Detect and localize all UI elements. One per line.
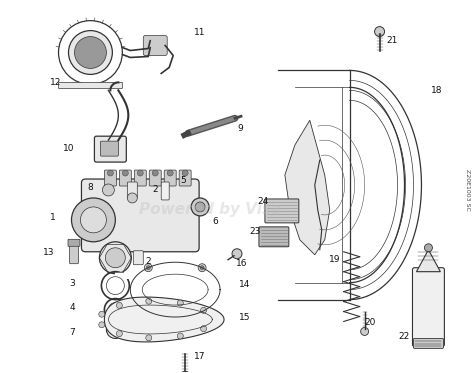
FancyBboxPatch shape — [164, 170, 176, 186]
Circle shape — [167, 170, 173, 176]
Circle shape — [102, 184, 114, 196]
Circle shape — [69, 31, 112, 75]
Text: Powered by Visa: Powered by Visa — [139, 203, 281, 217]
Circle shape — [177, 333, 183, 339]
Circle shape — [201, 326, 207, 332]
FancyBboxPatch shape — [94, 136, 127, 162]
Text: 20: 20 — [364, 318, 375, 327]
FancyBboxPatch shape — [143, 35, 167, 56]
Text: 7: 7 — [70, 328, 75, 337]
Polygon shape — [417, 250, 440, 272]
Circle shape — [195, 202, 205, 212]
Circle shape — [198, 308, 206, 316]
Text: 9: 9 — [237, 124, 243, 133]
Text: 15: 15 — [239, 313, 251, 322]
Text: 14: 14 — [239, 280, 251, 289]
Text: 17: 17 — [194, 352, 206, 361]
Circle shape — [232, 249, 242, 259]
FancyBboxPatch shape — [82, 179, 199, 252]
FancyBboxPatch shape — [133, 251, 143, 265]
Circle shape — [152, 170, 158, 176]
Text: 13: 13 — [43, 248, 55, 257]
FancyBboxPatch shape — [413, 338, 443, 348]
Circle shape — [72, 198, 115, 242]
Circle shape — [424, 244, 432, 252]
Text: 6: 6 — [212, 217, 218, 226]
Circle shape — [122, 170, 128, 176]
Circle shape — [128, 193, 137, 203]
FancyBboxPatch shape — [412, 268, 445, 347]
Circle shape — [146, 298, 152, 304]
FancyBboxPatch shape — [68, 239, 80, 246]
FancyBboxPatch shape — [70, 242, 79, 264]
Circle shape — [146, 310, 150, 314]
Circle shape — [146, 266, 150, 270]
Circle shape — [180, 371, 190, 373]
Circle shape — [137, 170, 143, 176]
Text: 21: 21 — [387, 36, 398, 45]
Polygon shape — [285, 120, 330, 255]
Text: 1: 1 — [50, 213, 55, 222]
FancyBboxPatch shape — [128, 182, 137, 198]
Text: 24: 24 — [257, 197, 269, 206]
Text: 2: 2 — [146, 257, 151, 266]
Circle shape — [144, 308, 152, 316]
Text: Z20E1003 SC: Z20E1003 SC — [465, 169, 470, 211]
Circle shape — [146, 335, 152, 341]
Circle shape — [191, 198, 209, 216]
Text: 2: 2 — [153, 185, 158, 194]
Circle shape — [99, 311, 105, 317]
Circle shape — [110, 325, 120, 335]
Circle shape — [116, 303, 122, 308]
Circle shape — [105, 248, 125, 268]
Circle shape — [116, 330, 122, 336]
Circle shape — [201, 307, 207, 313]
Text: 22: 22 — [398, 332, 409, 341]
FancyBboxPatch shape — [119, 170, 131, 186]
Circle shape — [99, 322, 105, 328]
Text: 11: 11 — [194, 28, 206, 37]
FancyBboxPatch shape — [134, 170, 146, 186]
Text: 8: 8 — [88, 184, 93, 192]
Text: 23: 23 — [249, 227, 261, 236]
Circle shape — [374, 26, 384, 37]
Circle shape — [361, 327, 369, 335]
Circle shape — [177, 300, 183, 306]
Text: 19: 19 — [329, 255, 340, 264]
Text: 12: 12 — [50, 78, 61, 87]
Circle shape — [81, 207, 106, 233]
Circle shape — [200, 310, 204, 314]
FancyBboxPatch shape — [179, 170, 191, 186]
FancyBboxPatch shape — [58, 82, 122, 88]
Text: 3: 3 — [70, 279, 75, 288]
Bar — [115, 272, 129, 279]
FancyBboxPatch shape — [100, 141, 118, 156]
Circle shape — [108, 170, 113, 176]
FancyBboxPatch shape — [149, 170, 161, 186]
Text: 5: 5 — [180, 176, 186, 185]
FancyBboxPatch shape — [161, 182, 169, 200]
Text: 4: 4 — [70, 303, 75, 312]
Text: 18: 18 — [431, 86, 442, 95]
Circle shape — [182, 170, 188, 176]
Text: 16: 16 — [236, 259, 248, 268]
Circle shape — [198, 264, 206, 272]
FancyBboxPatch shape — [259, 227, 289, 247]
Text: 10: 10 — [63, 144, 74, 153]
FancyBboxPatch shape — [104, 170, 116, 186]
Circle shape — [100, 242, 131, 274]
FancyBboxPatch shape — [265, 199, 299, 223]
Circle shape — [144, 264, 152, 272]
Circle shape — [74, 37, 106, 68]
Circle shape — [106, 320, 124, 338]
Polygon shape — [104, 297, 224, 342]
Circle shape — [200, 266, 204, 270]
